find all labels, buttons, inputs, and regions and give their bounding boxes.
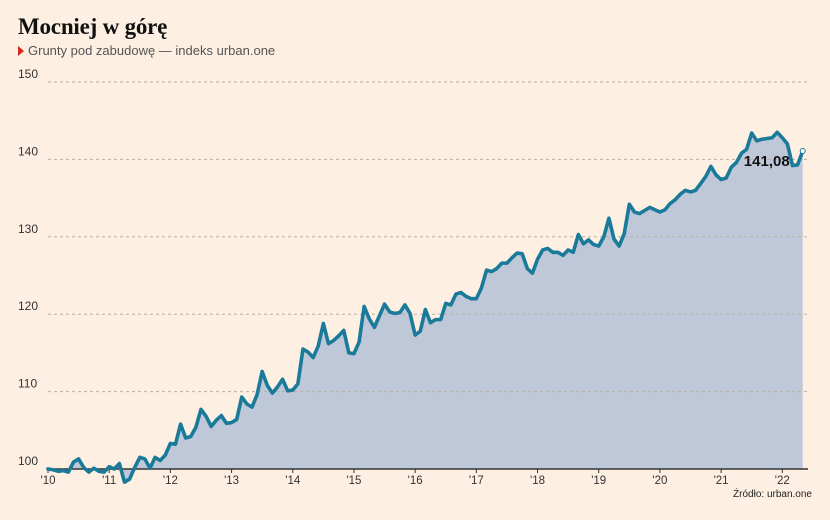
series-line <box>46 130 805 484</box>
y-tick-label-100: 100 <box>18 454 38 468</box>
x-tick-label: '18 <box>530 475 545 487</box>
x-tick-label: '17 <box>469 475 484 487</box>
subtitle-text: Grunty pod zabudowę — indeks urban.one <box>28 43 276 58</box>
chart-title: Mocniej w górę <box>18 14 168 39</box>
x-tick-label: '16 <box>408 475 423 487</box>
triangle-marker-icon <box>18 45 24 56</box>
area-fill <box>48 132 803 483</box>
x-tick-label: '19 <box>591 475 606 487</box>
y-tick-label-120: 120 <box>18 299 38 313</box>
x-tick-label: '10 <box>41 475 56 487</box>
y-tick-label-110: 110 <box>18 377 37 391</box>
x-tick-label: '21 <box>714 475 729 487</box>
y-tick-label-150: 150 <box>18 67 38 81</box>
x-tick-label: '13 <box>224 475 239 487</box>
last-point-marker <box>799 148 806 155</box>
x-tick-label: '20 <box>652 475 667 487</box>
last-value-label: 141,08 <box>744 153 790 170</box>
y-tick-label-130: 130 <box>18 222 38 236</box>
y-tick-label-140: 140 <box>18 144 38 158</box>
x-tick-label: '22 <box>775 475 790 487</box>
x-tick-label: '15 <box>346 475 361 487</box>
chart-subtitle: Grunty pod zabudowę — indeks urban.one <box>18 43 275 58</box>
x-tick-label: '14 <box>285 475 301 487</box>
x-tick-label: '12 <box>163 475 178 487</box>
source-note: Źródło: urban.one <box>733 489 812 500</box>
x-tick-label: '11 <box>102 475 116 487</box>
